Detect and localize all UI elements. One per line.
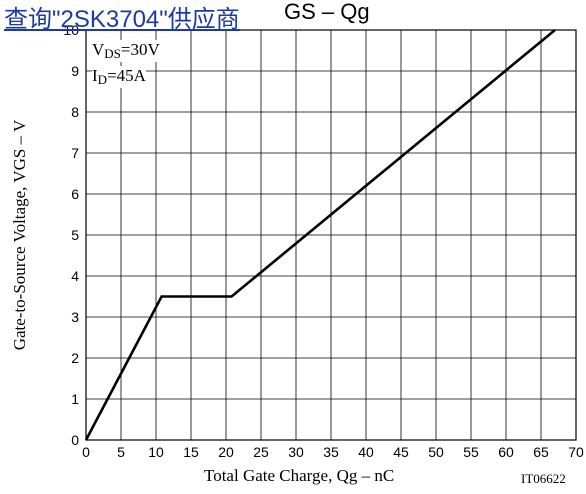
grid	[85, 29, 577, 441]
y-tick-label: 0	[71, 432, 79, 448]
x-tick-label: 55	[463, 444, 479, 460]
y-tick-label: 7	[71, 145, 79, 161]
series-line	[84, 28, 556, 441]
x-axis-label: Total Gate Charge, Qg – nC	[204, 466, 395, 485]
x-tick-label: 15	[183, 444, 199, 460]
x-tick-label: 5	[117, 444, 125, 460]
x-tick-label: 25	[253, 444, 269, 460]
x-tick-label: 0	[82, 444, 90, 460]
condition-id: ID=45A	[92, 66, 146, 88]
x-tick-label: 60	[498, 444, 514, 460]
y-tick-label: 10	[63, 22, 79, 38]
chart-title: GS – Qg	[284, 0, 370, 24]
supplier-query-link[interactable]: 查询"2SK3704"供应商	[4, 6, 240, 33]
x-tick-label: 70	[568, 444, 584, 460]
y-axis-label: Gate-to-Source Voltage, VGS – V	[10, 119, 29, 351]
y-tick-label: 9	[71, 63, 79, 79]
y-tick-label: 6	[71, 186, 79, 202]
y-tick-label: 1	[71, 391, 79, 407]
x-tick-label: 40	[358, 444, 374, 460]
x-tick-label: 50	[428, 444, 444, 460]
x-tick-label: 10	[148, 444, 164, 460]
y-tick-label: 2	[71, 350, 79, 366]
condition-vds: VDS=30V	[92, 40, 160, 62]
x-tick-label: 20	[218, 444, 234, 460]
y-tick-label: 5	[71, 227, 79, 243]
y-tick-label: 4	[71, 268, 79, 284]
x-tick-label: 35	[323, 444, 339, 460]
y-tick-label: 8	[71, 104, 79, 120]
series-layer	[84, 28, 556, 441]
figure-code: IT06622	[521, 471, 566, 486]
plot-frame	[85, 29, 577, 441]
x-tick-label: 30	[288, 444, 304, 460]
y-tick-label: 3	[71, 309, 79, 325]
x-tick-label: 45	[393, 444, 409, 460]
x-tick-label: 65	[533, 444, 549, 460]
